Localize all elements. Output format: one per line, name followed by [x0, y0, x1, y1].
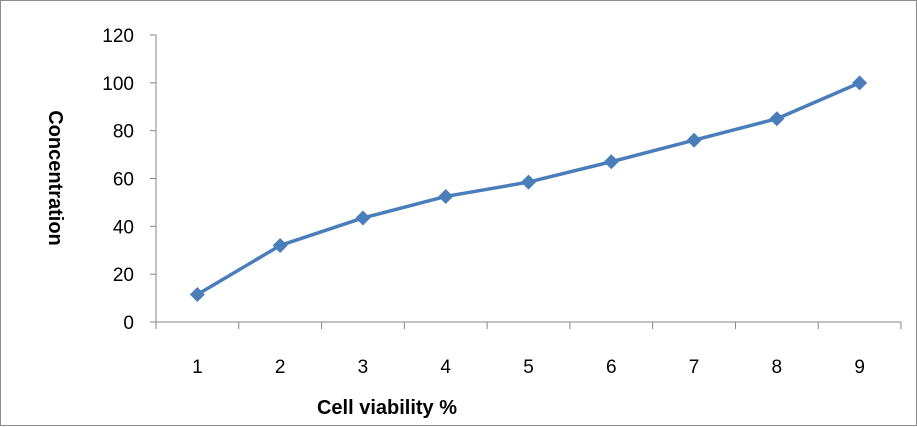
data-point-marker — [272, 237, 288, 253]
x-tick-label: 2 — [275, 357, 286, 378]
y-tick-label: 0 — [123, 313, 134, 334]
x-tick-label: 6 — [606, 357, 617, 378]
data-point-marker — [852, 75, 868, 91]
y-axis-ticks: 0 20 40 60 80 100 120 — [102, 26, 156, 334]
y-tick-label: 80 — [113, 122, 134, 143]
data-point-marker — [686, 132, 702, 148]
x-axis-title: Cell viability % — [317, 397, 457, 419]
y-tick-label: 40 — [113, 217, 134, 238]
x-tick-label: 7 — [689, 357, 700, 378]
y-tick-label: 120 — [102, 26, 134, 47]
data-point-marker — [603, 154, 619, 170]
x-tick-label: 9 — [854, 357, 865, 378]
data-point-marker — [189, 286, 205, 302]
x-tick-label: 1 — [192, 357, 203, 378]
x-tick-label: 5 — [523, 357, 534, 378]
data-point-marker — [355, 210, 371, 226]
data-point-marker — [769, 111, 785, 127]
x-tick-label: 3 — [358, 357, 369, 378]
data-point-marker — [438, 188, 454, 204]
x-axis-ticks: 1 2 3 4 5 6 7 8 9 — [155, 322, 902, 378]
data-point-marker — [521, 174, 536, 190]
x-tick-label: 4 — [440, 357, 451, 378]
y-tick-label: 60 — [113, 170, 134, 191]
y-tick-label: 100 — [102, 74, 134, 95]
y-axis-title: Concentration — [44, 110, 66, 246]
series-markers — [189, 75, 868, 302]
y-tick-label: 20 — [113, 265, 134, 286]
x-tick-label: 8 — [772, 357, 783, 378]
